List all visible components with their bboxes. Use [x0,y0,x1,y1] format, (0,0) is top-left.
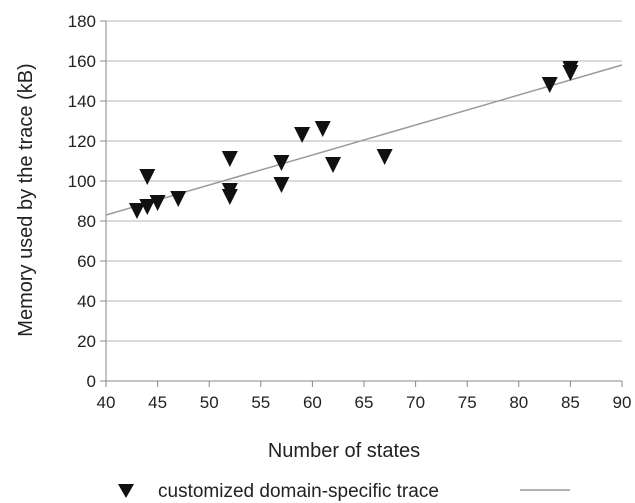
data-point [139,169,156,185]
x-tick-labels: 40 45 50 55 60 65 70 75 80 85 90 [97,393,632,412]
data-point [128,203,145,219]
x-tick-label: 50 [200,393,219,412]
data-point [562,61,579,77]
trendline-layer [105,64,623,216]
x-tick-label: 80 [509,393,528,412]
x-tick-label: 55 [251,393,270,412]
x-tick-label: 60 [303,393,322,412]
data-point [376,149,393,165]
data-point [221,151,238,167]
y-tick-label: 180 [68,12,96,31]
data-point [273,155,290,171]
data-point [139,199,156,215]
data-point [170,191,187,207]
x-tick-label: 90 [613,393,632,412]
y-tick-label: 160 [68,52,96,71]
y-axis-label: Memory used by the trace (kB) [15,63,37,336]
x-tick-label: 85 [561,393,580,412]
x-tick-label: 75 [458,393,477,412]
y-tick-label: 140 [68,92,96,111]
gridlines [106,20,622,342]
data-point [325,157,342,173]
y-tick-label: 0 [87,372,96,391]
y-tick-labels: 0 20 40 60 80 100 120 140 160 180 [68,12,96,391]
x-tick-label: 65 [355,393,374,412]
data-point [149,195,166,211]
x-tick-label: 70 [406,393,425,412]
axes [100,20,623,387]
y-tick-label: 20 [77,332,96,351]
y-tick-label: 60 [77,252,96,271]
data-points [128,61,579,219]
data-point [294,127,311,143]
data-point [314,121,331,137]
data-point [273,177,290,193]
x-tick-label: 45 [148,393,167,412]
trendline [105,64,623,216]
y-tick-label: 40 [77,292,96,311]
legend-marker-triangle-down [118,484,134,498]
y-tick-label: 80 [77,212,96,231]
x-tick-label: 40 [97,393,116,412]
legend-label: customized domain-specific trace [158,481,439,502]
x-axis-label: Number of states [268,440,420,462]
data-point [541,77,558,93]
data-point [221,189,238,205]
y-tick-label: 120 [68,132,96,151]
legend: customized domain-specific trace [118,481,570,502]
y-tick-label: 100 [68,172,96,191]
